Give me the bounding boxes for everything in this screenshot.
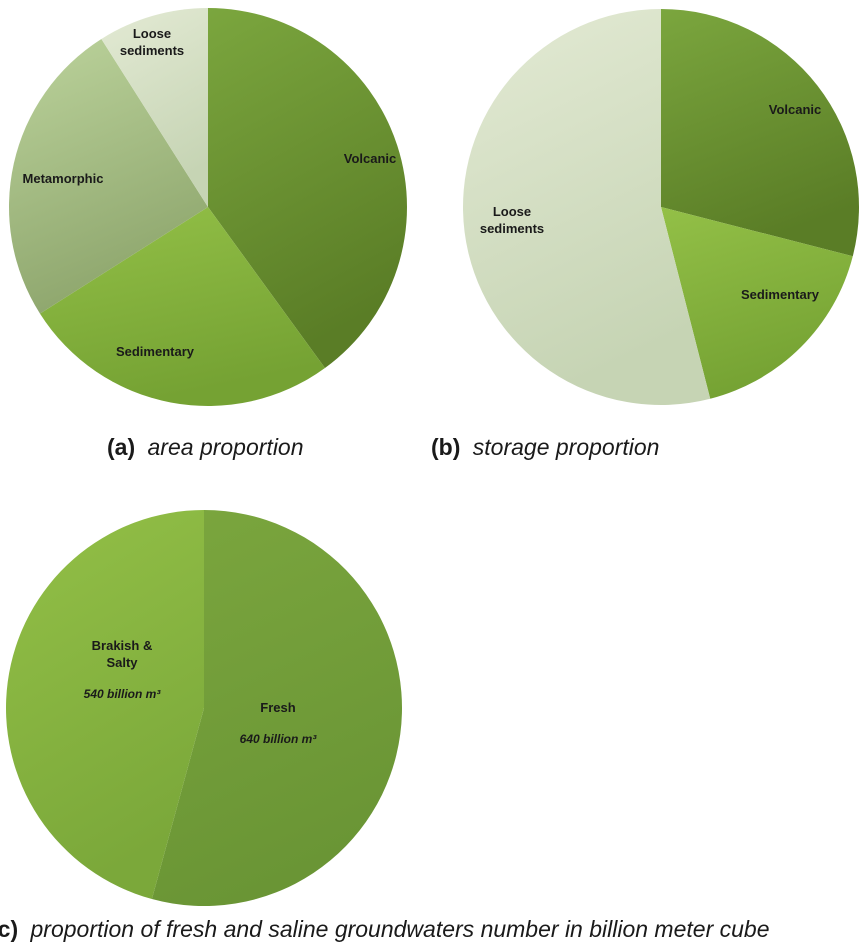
- pie-chart-fresh-saline: Fresh 640 billion m³ Brakish & Salty 540 bil…: [6, 510, 402, 906]
- slice-label: Volcanic: [344, 151, 397, 166]
- pie-slice-loose-sediments: [101, 8, 208, 207]
- slice-label: Volcanic: [769, 102, 822, 117]
- slice-label: Sedimentary: [116, 344, 195, 359]
- slice-label: sediments: [120, 43, 184, 58]
- slice-label: Loose: [493, 204, 531, 219]
- caption-a-letter: (a): [107, 434, 135, 460]
- pie-slice-volcanic: [661, 9, 859, 257]
- slice-label: Sedimentary: [741, 287, 820, 302]
- pie-slice-fresh: [151, 510, 402, 906]
- pie-slice-sedimentary: [661, 207, 853, 399]
- caption-b: (b) storage proportion: [431, 434, 659, 460]
- slice-value-label: 540 billion m³: [84, 687, 162, 701]
- pie-slice-brakish-salty: [6, 510, 205, 900]
- slice-value-label: 640 billion m³: [240, 732, 318, 746]
- slice-label: Brakish &: [92, 638, 153, 653]
- pie-chart-storage-proportion: Volcanic Sedimentary Loose sediments: [463, 8, 859, 405]
- caption-b-text: storage proportion: [473, 434, 660, 460]
- pie-slice-volcanic: [208, 8, 407, 368]
- caption-c-letter: (c): [0, 916, 18, 942]
- caption-c-text: proportion of fresh and saline groundwat…: [30, 916, 770, 942]
- caption-b-letter: (b): [431, 434, 460, 460]
- slice-label: Loose: [133, 26, 171, 41]
- pie-slice-loose-sediments: [463, 8, 711, 405]
- caption-a-text: area proportion: [148, 434, 304, 460]
- slice-label: Salty: [106, 655, 138, 670]
- slice-label: Fresh: [260, 700, 295, 715]
- caption-c: (c) proportion of fresh and saline groun…: [0, 916, 770, 942]
- slice-label: Metamorphic: [23, 171, 104, 186]
- pie-slice-metamorphic: [8, 38, 209, 314]
- pie-chart-area-proportion: Volcanic Sedimentary Metamorphic Loose sedim…: [8, 8, 407, 406]
- slice-label: sediments: [480, 221, 544, 236]
- pie-slice-sedimentary: [39, 207, 325, 406]
- caption-a: (a) area proportion: [107, 434, 304, 460]
